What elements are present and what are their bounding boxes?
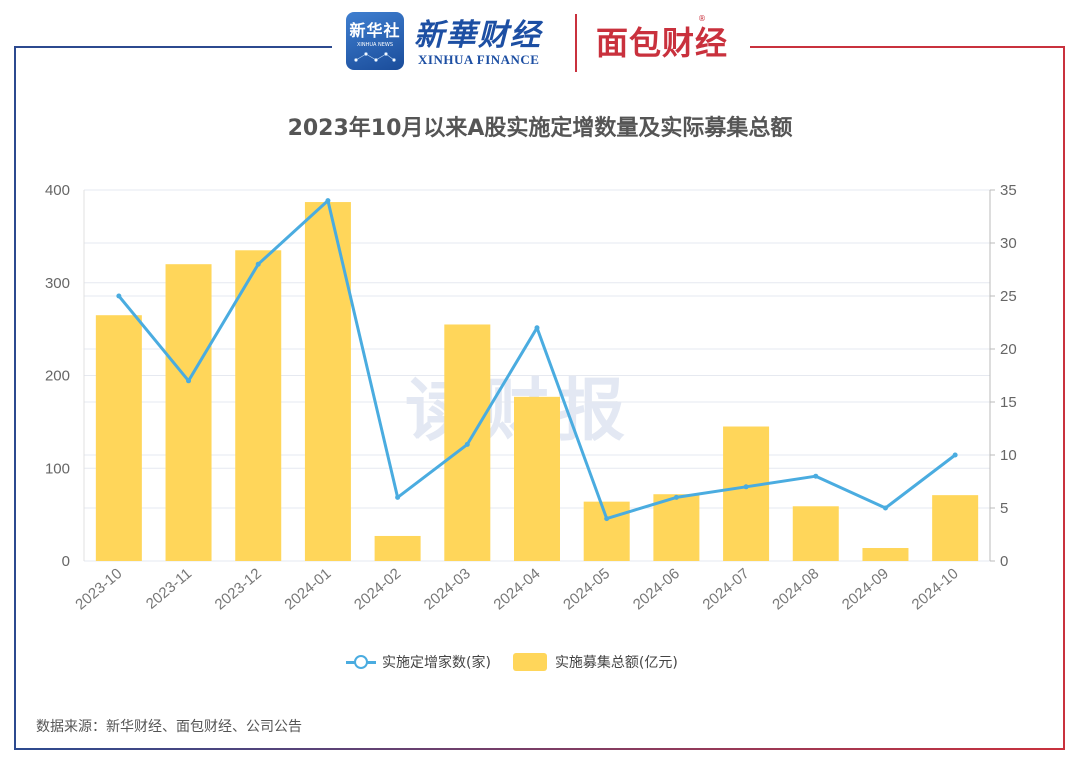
y-tick-label-right: 20	[1000, 341, 1017, 358]
y-tick-label-right: 10	[1000, 447, 1017, 464]
xinhua-news-logo-cn: 新华社	[349, 21, 401, 40]
x-tick-label: 2024-09	[839, 565, 892, 613]
legend-line-marker-icon	[346, 655, 376, 669]
y-tick-label-right: 35	[1000, 182, 1017, 199]
line-point	[255, 261, 261, 267]
line-point	[743, 484, 749, 490]
y-tick-label-right: 5	[1000, 500, 1008, 517]
data-source-note: 数据来源：新华财经、面包财经、公司公告	[36, 719, 302, 735]
line-point	[534, 325, 540, 331]
registered-mark: ®	[698, 14, 706, 23]
bar	[932, 495, 979, 561]
x-tick-label: 2024-02	[351, 565, 404, 613]
line-point	[186, 378, 192, 384]
chart-legend: 实施定增家数(家) 实施募集总额(亿元)	[346, 650, 700, 674]
line-point	[604, 516, 610, 522]
legend-bar-swatch-icon	[512, 653, 547, 671]
bar	[165, 264, 212, 561]
bar	[514, 396, 560, 561]
line-point	[673, 494, 679, 500]
x-tick-label: 2024-10	[909, 565, 962, 613]
legend-item-bar[interactable]: 实施募集总额(亿元)	[512, 652, 678, 672]
xinhua-news-logo: 新华社 XINHUA NEWS	[346, 12, 404, 70]
legend-label-line: 实施定增家数(家)	[382, 655, 491, 671]
line-point	[952, 452, 958, 458]
line-point	[882, 505, 888, 511]
x-tick-label: 2023-11	[143, 565, 195, 613]
x-tick-label: 2024-07	[700, 565, 753, 613]
y-tick-label-left: 0	[62, 553, 70, 570]
bar	[304, 202, 351, 561]
x-tick-label: 2024-03	[421, 565, 474, 613]
frame-top-right-border	[750, 46, 1065, 48]
y-tick-label-right: 15	[1000, 394, 1017, 411]
y-tick-label-right: 30	[1000, 235, 1017, 252]
xinhua-finance-logo-en: XINHUA FINANCE	[418, 52, 540, 67]
x-tick-label: 2024-04	[490, 565, 543, 613]
frame-bottom-border	[14, 748, 1065, 750]
y-tick-label-left: 300	[45, 275, 70, 292]
xinhua-finance-logo-cn: 新華财经	[414, 18, 542, 53]
bar	[792, 506, 839, 561]
bar	[374, 535, 421, 561]
line-point	[325, 198, 331, 204]
line-point	[464, 441, 470, 447]
bar	[235, 250, 282, 561]
network-dots-icon	[354, 52, 396, 62]
y-tick-label-right: 0	[1000, 553, 1008, 570]
bar	[583, 501, 630, 561]
chart-title: 2023年10月以来A股实施定增数量及实际募集总额	[287, 116, 793, 141]
x-tick-label: 2024-05	[560, 565, 613, 613]
legend-label-bar: 实施募集总额(亿元)	[554, 655, 678, 671]
bar	[95, 315, 142, 561]
x-tick-label: 2023-10	[72, 565, 125, 613]
x-tick-label: 2024-08	[769, 565, 822, 613]
x-tick-label: 2023-12	[212, 565, 265, 613]
y-tick-label-left: 200	[45, 368, 70, 385]
bar	[862, 548, 909, 561]
x-tick-label: 2024-06	[630, 565, 683, 613]
frame-right-border	[1063, 46, 1065, 750]
y-tick-label-left: 100	[45, 460, 70, 477]
xinhua-news-logo-en: XINHUA NEWS	[356, 42, 394, 48]
legend-item-line[interactable]: 实施定增家数(家)	[346, 652, 491, 672]
line-point	[395, 494, 401, 500]
y-tick-label-left: 400	[45, 182, 70, 199]
line-point	[813, 473, 819, 479]
frame-left-border	[14, 46, 16, 750]
x-tick-label: 2024-01	[281, 565, 334, 613]
frame-top-left-border	[14, 46, 332, 48]
logo-separator	[575, 14, 577, 72]
bar	[723, 426, 770, 561]
y-tick-label-right: 25	[1000, 288, 1017, 305]
bar	[653, 494, 700, 561]
mianbao-finance-logo: 面包财经	[596, 24, 729, 62]
line-point	[116, 293, 122, 299]
